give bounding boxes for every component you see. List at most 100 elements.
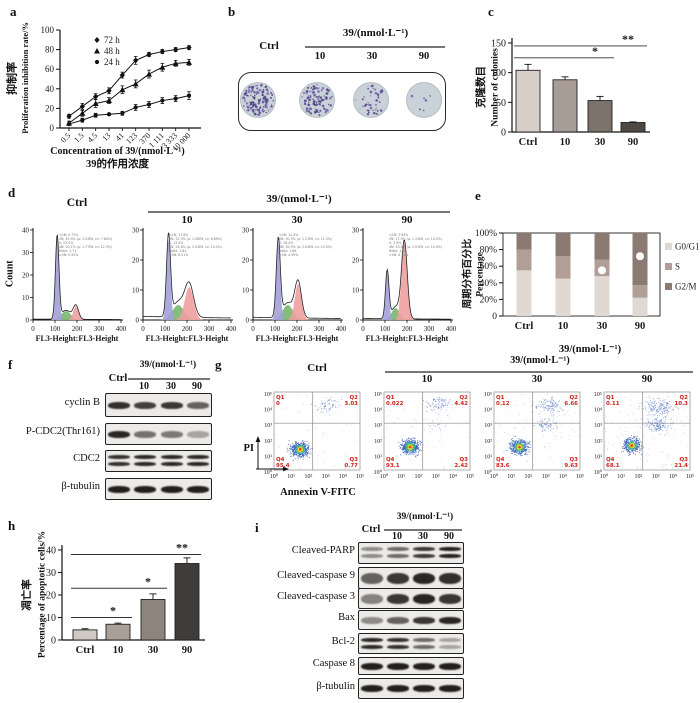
blot-strip-Cleaved-PARP xyxy=(358,542,464,564)
x-tick-label: 10⁰ xyxy=(270,473,279,480)
protein-band xyxy=(108,401,130,409)
marker-triangle xyxy=(132,80,139,87)
dose-header: 39/(nmol·L⁻¹) xyxy=(139,360,197,370)
x-tick-label: 100 xyxy=(50,325,61,333)
panel-d: d Ctrl 39/(nmol·L⁻¹) 10 30 90 Count 0 10 2… xyxy=(0,185,460,357)
legend-label: 24 h xyxy=(104,57,120,67)
stacked-segment-G2/M xyxy=(594,233,610,260)
x-tick-label: 10² xyxy=(414,474,422,480)
x-tick-label: 100 xyxy=(270,325,281,333)
y-tick-label: 60 xyxy=(45,64,55,74)
dose-label-10: 10 xyxy=(314,51,326,62)
significance-star: * xyxy=(145,574,151,588)
blot-strip-cyclin B xyxy=(105,393,212,417)
y-tick-label: 100 xyxy=(491,68,506,79)
protein-band xyxy=(413,593,435,604)
histogram-stats: 4N: 20.1% (μ: 1.77E6, cv: 12.3%) xyxy=(59,245,112,249)
y-tick-label: 10² xyxy=(484,439,492,445)
series-line xyxy=(68,47,190,117)
g1-peak-fill xyxy=(381,272,393,320)
ctrl-label: Ctrl xyxy=(66,197,88,209)
dose-label-90: 90 xyxy=(401,214,413,226)
protein-band xyxy=(439,662,461,670)
x-tick-label: 10⁵ xyxy=(466,474,474,480)
significance-star: ** xyxy=(176,541,188,555)
x-tick-label: 0 xyxy=(31,325,35,333)
protein-label: Cleaved-caspase 9 xyxy=(277,570,355,581)
histogram-stats: Ratio: 1.66 xyxy=(389,249,406,253)
marker-triangle xyxy=(119,86,126,93)
x-tick-label: 10¹ xyxy=(617,474,625,480)
protein-band xyxy=(413,616,435,624)
x-tick-label: 200 xyxy=(292,325,303,333)
stacked-segment-G0/G1 xyxy=(594,276,610,316)
series-line xyxy=(68,95,190,125)
stacked-segment-G0/G1 xyxy=(555,278,571,316)
protein-band xyxy=(387,616,409,624)
histogram-stats: <2N: 0.73% xyxy=(59,233,78,237)
x-tick-label: 10² xyxy=(524,474,532,480)
flow-scatter-10 xyxy=(384,392,470,470)
y-tick-label: 10⁴ xyxy=(484,408,492,414)
colony-dish-10 xyxy=(295,78,339,122)
protein-band xyxy=(413,547,435,551)
x-tick-label: 10⁰ xyxy=(380,473,389,480)
y-tick-label: 20 xyxy=(352,257,360,265)
x-tick-label: 300 xyxy=(314,325,325,333)
x-category-label: 90 xyxy=(182,645,193,656)
y-tick-label: 80% xyxy=(480,246,498,256)
y-tick-label: 0 xyxy=(356,317,360,325)
series-line xyxy=(68,61,190,124)
dose-label-30: 30 xyxy=(418,531,428,542)
protein-band xyxy=(361,637,383,642)
x-category-label: 90 xyxy=(628,137,639,148)
y-tick-label: 20 xyxy=(132,257,140,265)
blot-strip-Cleaved-caspase 9 xyxy=(358,567,464,589)
x-category-label: 30 xyxy=(148,645,159,656)
x-axis-label: FL3-Height:FL3-Height xyxy=(146,334,229,343)
marker-triangle xyxy=(172,60,179,66)
panel-a-label: a xyxy=(10,4,17,19)
x-tick-label: 10³ xyxy=(542,474,550,480)
y-tick-label: 10¹ xyxy=(484,454,492,460)
flow-scatter-Ctrl xyxy=(274,392,360,470)
x-tick-label: 200 xyxy=(182,325,193,333)
y-tick-label: 10² xyxy=(374,439,382,445)
stacked-segment-S xyxy=(555,256,571,279)
x-tick-label: 10³ xyxy=(652,474,660,480)
ctrl-label: Ctrl xyxy=(108,373,128,384)
x-tick-label: 13 xyxy=(100,131,112,143)
panel-b-label: b xyxy=(228,4,236,19)
protein-band xyxy=(161,462,183,466)
panel-f: f Ctrl 39/(nmol·L⁻¹) 10 30 90 cyclin B P-… xyxy=(0,357,215,507)
marker-circle xyxy=(133,105,138,110)
protein-band xyxy=(108,455,130,459)
protein-band xyxy=(134,462,156,466)
marker-circle xyxy=(146,102,152,107)
dose-label-90: 90 xyxy=(192,381,202,392)
protein-band xyxy=(187,455,209,459)
bar xyxy=(587,100,613,133)
legend-label: G2/M xyxy=(675,282,697,292)
y-tick-label: 0 xyxy=(492,312,497,322)
stacked-segment-G2/M xyxy=(555,233,571,257)
protein-band xyxy=(387,593,409,604)
protein-band xyxy=(161,485,183,493)
y-axis-label-cn: 周期分布百分比 xyxy=(462,238,474,309)
y-tick-label: 10¹ xyxy=(374,454,382,460)
colony-dish-30 xyxy=(349,78,393,122)
histogram-stats: 4N: 53.4% (μ: 1.91E6, cv: 14.0%) xyxy=(389,245,442,249)
dose-header: 39/(nmol·L⁻¹) xyxy=(510,355,570,366)
g2-peak-fill xyxy=(176,287,203,320)
colony-dish-Ctrl xyxy=(236,78,280,122)
g2-peak-fill xyxy=(67,306,84,320)
protein-band xyxy=(439,685,461,692)
protein-band xyxy=(134,430,156,438)
protein-band xyxy=(387,685,409,692)
y-tick-label: 100 xyxy=(41,25,55,35)
protein-band xyxy=(361,572,383,584)
histogram-stats: 2N: 17.9% (μ: 1.15E6, cv: 10.2%) xyxy=(389,237,442,241)
